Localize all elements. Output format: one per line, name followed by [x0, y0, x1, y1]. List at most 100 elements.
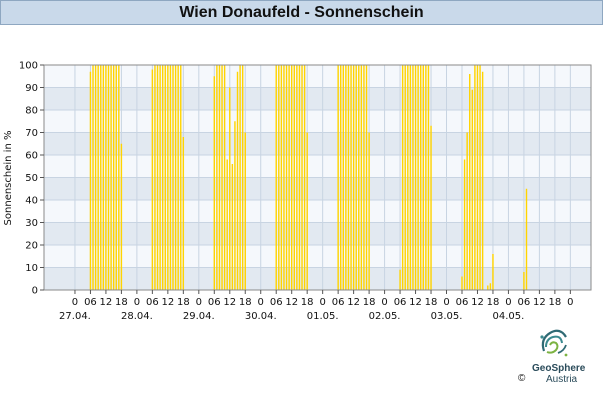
date-label: 04.05. — [493, 311, 525, 322]
x-tick-label: 12 — [100, 297, 113, 308]
x-tick-label: 0 — [505, 297, 511, 308]
sunshine-bar — [151, 69, 154, 290]
sunshine-bar — [288, 65, 290, 290]
x-tick-label: 12 — [285, 297, 298, 308]
geosphere-logo: GeoSphere Austria — [518, 323, 598, 393]
date-labels: 27.04. 28.04. 29.04. 30.04. 01.05. 02.05. 03.0… — [59, 311, 524, 322]
sunshine-bar — [100, 65, 102, 290]
sunshine-bar — [236, 71, 239, 290]
sunshine-bar — [92, 65, 94, 290]
sunshine-bar — [107, 65, 110, 290]
sunshine-bar — [174, 65, 177, 290]
date-label: 27.04. — [59, 311, 91, 322]
sunshine-bar — [290, 65, 293, 290]
sunshine-bar — [461, 276, 463, 290]
x-tick-label: 0 — [196, 297, 202, 308]
sunshine-bar — [161, 65, 164, 290]
y-tick-label: 20 — [25, 241, 38, 252]
logo-name: GeoSphere — [532, 363, 586, 374]
sunshine-bar — [115, 65, 117, 290]
sunshine-bar — [156, 65, 159, 290]
y-tick-label: 0 — [32, 286, 38, 297]
sunshine-bar — [337, 65, 339, 290]
sunshine-bar — [412, 65, 414, 290]
y-tick-label: 100 — [19, 61, 38, 72]
sunshine-bar — [182, 137, 185, 290]
sunshine-bar — [105, 65, 107, 290]
sunshine-bar — [425, 65, 427, 290]
background-band — [44, 177, 591, 200]
sunshine-bar — [89, 71, 92, 290]
sunshine-bar — [169, 65, 172, 290]
sunshine-bar — [409, 65, 412, 290]
sunshine-bar — [471, 89, 474, 290]
sunshine-bar — [167, 65, 169, 290]
x-tick-label: 0 — [134, 297, 140, 308]
sunshine-bar — [285, 65, 288, 290]
x-axis-ticks: 0 06 12 18 0 06 12 18 0 06 12 18 0 06 12 18 0 06 12 18 0 06 12… — [72, 290, 574, 308]
background-band — [44, 65, 591, 88]
background-band — [44, 87, 591, 110]
sunshine-bar — [177, 65, 179, 290]
sunshine-bar — [347, 65, 350, 290]
sunshine-bar — [275, 65, 277, 290]
sunshine-bar — [293, 65, 295, 290]
date-label: 28.04. — [121, 311, 153, 322]
date-label: 30.04. — [245, 311, 277, 322]
sunshine-bar — [474, 65, 476, 290]
sunshine-bar — [221, 65, 223, 290]
background-band — [44, 132, 591, 155]
x-tick-label: 06 — [394, 297, 407, 308]
date-label: 02.05. — [369, 311, 401, 322]
x-tick-label: 06 — [208, 297, 221, 308]
sunshine-bar — [469, 74, 471, 290]
sunshine-bar — [342, 65, 345, 290]
sunshine-bar — [358, 65, 360, 290]
sunshine-bar — [476, 65, 479, 290]
y-tick-label: 80 — [25, 106, 38, 117]
sunshine-bar — [112, 65, 115, 290]
y-tick-label: 30 — [25, 218, 38, 229]
y-tick-label: 90 — [25, 83, 38, 94]
sunshine-bar — [430, 125, 432, 290]
x-tick-label: 12 — [533, 297, 546, 308]
date-label: 03.05. — [431, 311, 463, 322]
copyright-symbol: © — [518, 373, 526, 384]
logo-subtitle: Austria — [546, 374, 578, 385]
sunshine-bar — [401, 65, 404, 290]
sunshine-bar — [234, 121, 236, 290]
x-tick-label: 12 — [223, 297, 236, 308]
sunshine-bar — [365, 65, 368, 290]
sunshine-bar — [296, 65, 298, 290]
x-tick-label: 06 — [456, 297, 469, 308]
x-tick-label: 18 — [425, 297, 438, 308]
sunshine-bar — [481, 71, 484, 290]
sunshine-bar — [244, 132, 246, 290]
sunshine-bar — [422, 65, 424, 290]
geosphere-logo-icon — [540, 329, 568, 357]
sunshine-bar — [213, 76, 216, 290]
x-tick-label: 06 — [518, 297, 531, 308]
x-tick-label: 12 — [347, 297, 360, 308]
x-tick-label: 0 — [258, 297, 264, 308]
y-tick-label: 50 — [25, 173, 38, 184]
x-tick-label: 12 — [409, 297, 422, 308]
sunshine-bar — [172, 65, 174, 290]
sunshine-bar — [479, 65, 481, 290]
sunshine-bar — [404, 65, 406, 290]
background-band — [44, 200, 591, 223]
chart-title-bar: Wien Donaufeld - Sonnenschein — [0, 0, 603, 25]
sunshine-bar — [417, 65, 419, 290]
sunshine-bar — [218, 65, 221, 290]
sunshine-bar — [229, 87, 231, 290]
x-tick-label: 0 — [567, 297, 573, 308]
sunshine-bar — [298, 65, 301, 290]
x-tick-label: 06 — [146, 297, 159, 308]
sunshine-bar — [407, 65, 409, 290]
sunshine-bar — [360, 65, 363, 290]
x-tick-label: 18 — [177, 297, 190, 308]
x-tick-label: 06 — [332, 297, 345, 308]
sunshine-bar — [303, 65, 306, 290]
x-tick-label: 18 — [487, 297, 500, 308]
